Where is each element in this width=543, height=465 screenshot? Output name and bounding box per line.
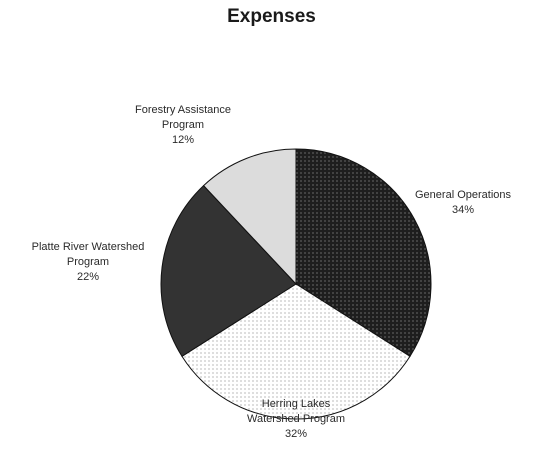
slice-name-label: Program	[67, 256, 109, 268]
slice-name-label: Program	[162, 119, 204, 131]
pie-slice-herring-lakes-watershed-program	[181, 283, 411, 420]
slice-percent-label: 32%	[285, 428, 307, 440]
slice-label-group: Platte River Watershed Program 22%	[32, 241, 145, 283]
pie-slice-general-operations	[295, 148, 432, 358]
pie-slice-platte-river-watershed-program	[160, 184, 297, 358]
pie-slice-forestry-assistance-program	[202, 148, 297, 286]
slice-percent-label: 22%	[77, 271, 99, 283]
chart-title: Expenses	[227, 6, 316, 27]
slice-label-group: General Operations 34%	[415, 189, 511, 216]
slice-label-group: Herring Lakes Watershed Program 32%	[247, 398, 345, 440]
slice-percent-label: 12%	[172, 134, 194, 146]
slice-name-label: Herring Lakes	[262, 398, 331, 410]
slice-label-group: Forestry Assistance Program 12%	[135, 104, 231, 146]
slice-name-label: Platte River Watershed	[32, 241, 145, 253]
slice-name-label: Watershed Program	[247, 413, 345, 425]
slice-name-label: Forestry Assistance	[135, 104, 231, 116]
slice-percent-label: 34%	[452, 204, 474, 216]
pie-labels: General Operations 34% Herring Lakes Waters…	[32, 104, 512, 440]
pie-slices	[160, 148, 432, 420]
slice-name-label: General Operations	[415, 189, 511, 201]
